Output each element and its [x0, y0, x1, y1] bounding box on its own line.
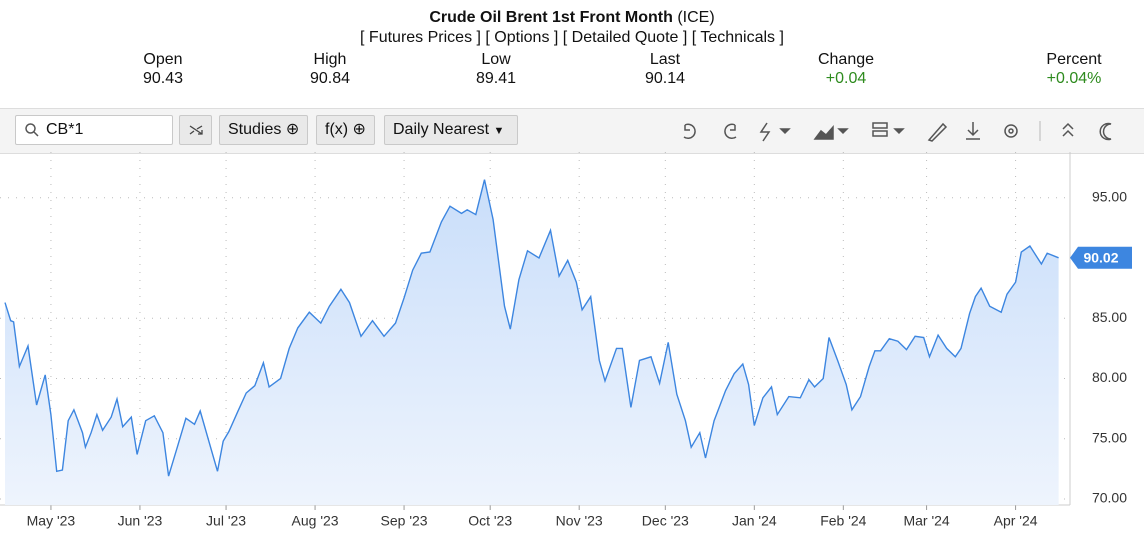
quote-label: Low: [481, 51, 511, 68]
quote-value: 90.84: [309, 70, 351, 87]
quote-label: Change: [817, 51, 875, 68]
tool-icons: [683, 121, 1112, 142]
quote-label: Open: [143, 51, 183, 68]
x-tick-label: Nov '23: [556, 513, 603, 529]
template-icon: [872, 130, 888, 137]
x-tick-label: Sep '23: [381, 513, 428, 529]
link[interactable]: [ Options ]: [485, 29, 559, 46]
quote-cell: Open 90.43: [103, 50, 223, 88]
quote-cell: Low 89.41: [436, 50, 556, 88]
quote-value: 89.41: [475, 70, 517, 87]
x-tick-label: Jul '23: [206, 513, 246, 529]
link[interactable]: [ Technicals ]: [691, 29, 784, 46]
quote: Open 90.43 High 90.84 Low 89.41 Last 90.14 C…: [0, 50, 1144, 90]
chart: 70.00 75.00 80.00 85.00 95.00 May '23 Jun '23 J…: [0, 152, 1132, 529]
title-line: Crude Oil Brent 1st Front Month (ICE): [0, 8, 1144, 28]
y-tick-label: 95.00: [1092, 188, 1127, 204]
theme-icon[interactable]: [1099, 122, 1112, 141]
studies-button[interactable]: Studies ⊕: [219, 115, 309, 145]
quote-label: Percent: [1046, 51, 1102, 68]
exchange: (ICE): [677, 9, 715, 26]
redo-icon[interactable]: [724, 123, 737, 140]
quote-cell: High 90.84: [270, 50, 390, 88]
flash-icon[interactable]: [759, 122, 771, 142]
x-tick-label: Aug '23: [292, 513, 339, 529]
draw-icon[interactable]: [927, 122, 948, 142]
settings-icon[interactable]: [1004, 124, 1018, 138]
quote-value: 90.14: [644, 70, 686, 87]
x-tick-label: Jan '24: [732, 513, 777, 529]
button-label: Studies: [228, 121, 282, 138]
quote-label: Last: [649, 51, 681, 68]
quote-label: High: [313, 51, 347, 68]
links: [ Futures Prices ] [ Options ] [ Detaile…: [0, 28, 1144, 48]
x-tick-label: Dec '23: [642, 513, 689, 529]
link[interactable]: [ Detailed Quote ]: [562, 29, 688, 46]
dropdown: [893, 128, 905, 135]
dropdown: [779, 128, 791, 135]
quote-value: 90.43: [142, 70, 184, 87]
collapse-icon[interactable]: [1062, 122, 1074, 137]
x-tick-label: Oct '23: [468, 513, 512, 529]
quote-cell: Last 90.14: [605, 50, 725, 88]
y-tick-label: 75.00: [1092, 429, 1127, 445]
y-tick-label: 80.00: [1092, 369, 1127, 385]
shuffle-icon: [189, 125, 203, 135]
title: Crude Oil Brent 1st Front Month: [429, 9, 673, 26]
download-icon[interactable]: [966, 122, 980, 140]
price-line: [4, 179, 1059, 477]
toolbar: CB*1 Studies ⊕ f(x) ⊕ Daily Nearest ▼: [0, 108, 1144, 154]
fx-button[interactable]: f(x) ⊕: [316, 115, 375, 145]
last-price-tag: [1070, 246, 1132, 269]
quote-value: +0.04%: [1046, 70, 1102, 87]
link[interactable]: [ Futures Prices ]: [360, 29, 481, 46]
y-tick-label: 85.00: [1092, 309, 1127, 325]
symbol-input[interactable]: CB*1: [15, 115, 173, 145]
search-icon: [25, 123, 39, 137]
last-price-label: 90.02: [1083, 249, 1118, 265]
x-tick-label: Feb '24: [820, 513, 866, 529]
button-label: f(x): [325, 121, 349, 138]
x-tick-label: Jun '23: [118, 513, 163, 529]
template-icon[interactable]: [872, 122, 888, 129]
dropdown: [837, 128, 849, 135]
y-tick-label: 70.00: [1092, 490, 1127, 506]
chart-type-icon[interactable]: [813, 125, 834, 140]
x-tick-label: Apr '24: [994, 513, 1038, 529]
undo-icon[interactable]: [683, 123, 696, 140]
interval-button[interactable]: Daily Nearest ▼: [384, 115, 518, 145]
x-tick-label: May '23: [27, 513, 76, 529]
button-label: Daily Nearest: [393, 121, 490, 138]
x-tick-label: Mar '24: [903, 513, 949, 529]
symbol: CB*1: [46, 121, 84, 138]
area-fill: [5, 179, 1059, 505]
header: Crude Oil Brent 1st Front Month (ICE) [ …: [0, 8, 1144, 48]
quote-value: +0.04: [825, 70, 867, 87]
random-button[interactable]: [179, 115, 212, 145]
quote-cell: Change +0.04: [786, 50, 906, 88]
quote-cell: Percent +0.04%: [1014, 50, 1134, 88]
